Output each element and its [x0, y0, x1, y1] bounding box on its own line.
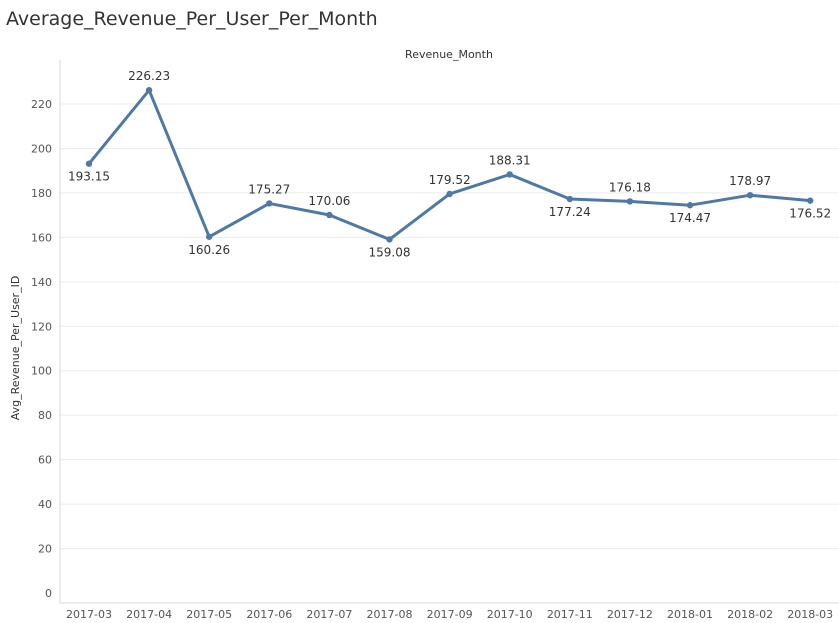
data-point — [626, 198, 634, 205]
data-label: 193.15 — [68, 170, 110, 184]
x-tick-label: 2017-07 — [306, 608, 352, 621]
y-tick-label: 40 — [38, 498, 52, 511]
data-label: 159.08 — [369, 245, 411, 259]
y-tick-label: 0 — [45, 587, 52, 600]
y-tick-label: 60 — [38, 454, 52, 467]
data-point — [746, 191, 754, 199]
data-point — [686, 202, 694, 209]
data-point — [85, 160, 93, 167]
data-point — [506, 171, 513, 178]
data-point — [266, 200, 273, 207]
data-label: 178.97 — [729, 174, 771, 188]
data-label: 177.24 — [549, 205, 591, 219]
y-tick-label: 20 — [38, 543, 52, 556]
x-tick-labels: 2017-03 2017-04 2017-05 2017-06 2017-07 2017-… — [66, 608, 833, 621]
y-tick-labels: 0 20 40 60 80 100 120 140 160 180 200 220 — [31, 98, 52, 600]
x-tick-label: 2017-09 — [427, 608, 473, 621]
data-labels: 193.15 226.23 160.26 175.27 170.06 159.08 179.… — [68, 69, 831, 259]
x-tick-label: 2017-04 — [126, 608, 172, 621]
data-label: 170.06 — [308, 194, 350, 208]
data-label: 160.26 — [188, 243, 230, 257]
data-point — [145, 86, 153, 94]
x-tick-label: 2017-05 — [186, 608, 232, 621]
data-label: 174.47 — [669, 211, 711, 225]
y-axis-title: Avg_Revenue_Per_User_ID — [9, 276, 22, 421]
data-point — [566, 195, 573, 203]
y-tick-label: 180 — [31, 187, 52, 200]
page-title: Average_Revenue_Per_User_Per_Month — [6, 8, 378, 30]
x-tick-label: 2018-03 — [787, 608, 833, 621]
x-axis-title: Revenue_Month — [405, 48, 493, 61]
y-tick-label: 80 — [38, 409, 52, 422]
data-label: 188.31 — [489, 153, 531, 167]
y-tick-label: 220 — [31, 98, 52, 111]
x-tick-label: 2017-08 — [367, 608, 413, 621]
data-point — [386, 236, 393, 243]
series-group — [85, 86, 814, 243]
x-tick-label: 2018-01 — [667, 608, 713, 621]
x-tick-label: 2018-02 — [727, 608, 773, 621]
gridlines — [60, 103, 839, 550]
x-tick-label: 2017-11 — [547, 608, 593, 621]
data-label: 176.18 — [609, 180, 651, 194]
axes — [59, 60, 839, 604]
data-label: 176.52 — [789, 207, 831, 221]
y-tick-label: 140 — [31, 276, 52, 289]
data-point — [446, 190, 453, 198]
x-tick-label: 2017-10 — [487, 608, 533, 621]
y-tick-label: 200 — [31, 142, 52, 155]
data-point — [326, 211, 333, 219]
data-label: 179.52 — [429, 173, 471, 187]
y-tick-label: 160 — [31, 231, 52, 244]
x-tick-label: 2017-06 — [246, 608, 292, 621]
data-point — [807, 197, 814, 204]
data-point — [206, 233, 213, 240]
y-tick-label: 100 — [31, 365, 52, 378]
data-label: 175.27 — [248, 182, 290, 196]
y-tick-label: 120 — [31, 320, 52, 333]
x-tick-label: 2017-12 — [607, 608, 653, 621]
x-tick-label: 2017-03 — [66, 608, 112, 621]
data-label: 226.23 — [128, 69, 170, 83]
